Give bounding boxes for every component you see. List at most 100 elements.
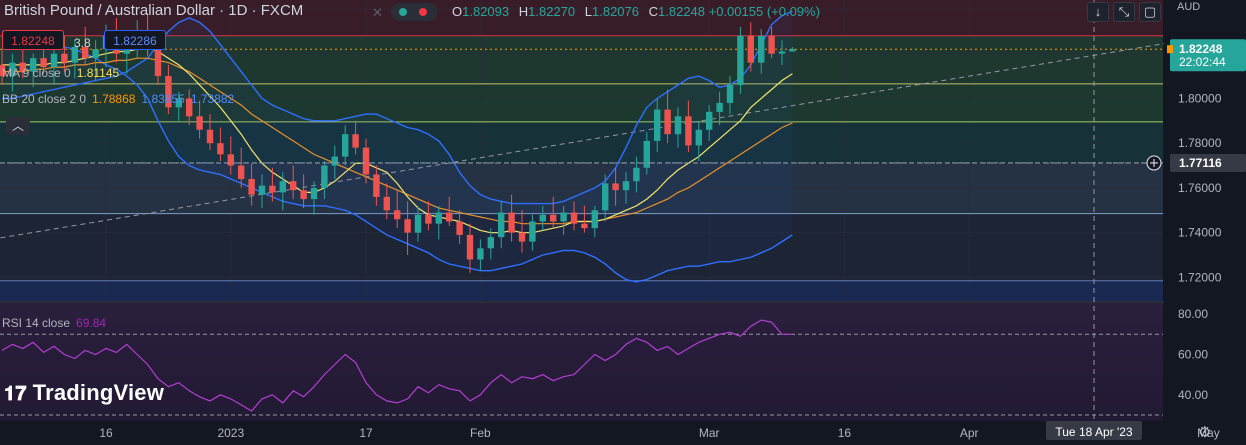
candle-55 [570, 201, 578, 231]
time-tick-label-6: 16 [838, 426, 852, 440]
candle-body [414, 214, 422, 233]
candle-body [0, 64, 6, 77]
candle-38 [394, 190, 401, 229]
candle-body [362, 147, 370, 175]
candle-34 [352, 120, 359, 155]
candle-body [612, 183, 619, 191]
alert-dot-icon [419, 8, 427, 16]
axis-background [1164, 0, 1246, 440]
candle-body [685, 116, 692, 146]
candle-body [404, 219, 411, 233]
candle-body [300, 190, 307, 200]
price-axis[interactable]: AUD 1.72000 1.74000 1.76000 1.78000 1.80000 1.… [1164, 0, 1246, 441]
candle-body [477, 248, 484, 260]
candle-body [154, 49, 162, 77]
rsi-tick-label-2: 80.00 [1178, 307, 1208, 321]
candle-57 [591, 205, 598, 238]
market-status-toggle[interactable] [391, 3, 437, 21]
candle-16 [165, 64, 172, 115]
candle-body [570, 212, 578, 224]
candle-body [258, 185, 266, 195]
collapse-button[interactable]: ⤡ [1113, 2, 1135, 22]
close-value: 1.82248 +0.00155 (+0.09%) [658, 4, 820, 19]
rsi-legend[interactable]: RSI 14 close 69.84 [2, 316, 106, 330]
chevron-up-icon[interactable]: ︿ [6, 117, 30, 135]
candle-body [508, 212, 515, 233]
time-tick-label-4: Feb [470, 426, 491, 440]
close-icon[interactable]: ✕ [372, 5, 383, 20]
candle-body [342, 134, 349, 157]
candle-body [9, 62, 16, 77]
candle-body [622, 181, 630, 191]
candle-body [446, 212, 453, 222]
maximize-button[interactable]: ▢ [1139, 2, 1161, 22]
candle-29 [300, 174, 307, 209]
crosshair [0, 0, 1163, 423]
bb-legend[interactable]: BB 20 close 2 0 1.78868 1.83855 1.73882 [2, 92, 234, 106]
candle-0 [0, 49, 6, 86]
ma-legend[interactable]: MA 9 close 0 1.81145 [2, 66, 119, 80]
price-tick-label-2: 1.76000 [1178, 181, 1222, 195]
candle-33 [342, 125, 349, 166]
candle-body [61, 53, 68, 63]
candle-43 [446, 196, 453, 226]
candle-body [789, 49, 796, 52]
candle-body [165, 76, 172, 108]
candle-74 [768, 26, 775, 59]
candle-69 [716, 91, 723, 126]
candle-body [206, 129, 214, 144]
candle-body [581, 223, 588, 229]
candle-body [19, 62, 26, 72]
candle-body [643, 140, 650, 168]
candle-65 [674, 107, 682, 148]
candle-56 [581, 205, 588, 233]
buy-button[interactable]: 1.82286 [104, 30, 166, 50]
tradingview-logo[interactable]: 𝟏𝟕 TradingView [4, 380, 164, 406]
candle-body [331, 156, 338, 166]
symbol-title[interactable]: British Pound / Australian Dollar · 1D ·… [4, 2, 304, 19]
rsi-label: RSI 14 close [2, 316, 71, 330]
candle-body [550, 214, 557, 222]
candle-37 [383, 183, 390, 220]
candle-44 [456, 210, 463, 244]
sell-button[interactable]: 1.82248 [2, 30, 64, 50]
candle-body [394, 210, 401, 220]
candle-body [487, 237, 494, 249]
candle-58 [602, 174, 609, 222]
time-tick-label-2: 2023 [217, 426, 244, 440]
crosshair-price-badge [1170, 153, 1246, 172]
time-axis-background [0, 421, 1164, 440]
candle-body [321, 165, 328, 188]
candle-36 [373, 165, 380, 206]
low-value: 1.82076 [592, 4, 639, 19]
last-price-badge [1170, 39, 1246, 72]
candle-2 [19, 46, 26, 79]
arrow-down-icon: ↓ [1094, 4, 1102, 19]
candle-28 [290, 165, 297, 200]
candle-body [758, 35, 765, 63]
candle-body [383, 196, 390, 211]
candle-body [591, 210, 598, 229]
candle-body [518, 232, 526, 242]
candle-body [498, 212, 505, 238]
candle-19 [196, 100, 203, 139]
candle-5 [50, 49, 58, 86]
candle-body [71, 46, 78, 63]
candle-1 [9, 53, 16, 92]
candle-48 [498, 201, 505, 249]
candle-body [716, 102, 723, 112]
time-tick-label-1: 16 [99, 426, 113, 440]
candle-body [706, 111, 713, 130]
candle-75 [778, 40, 786, 65]
bb-upper-line [2, 10, 793, 205]
candle-body [279, 181, 286, 193]
time-axis[interactable]: c16202317FebMar16AprMay16JunTue 18 Apr '… [0, 421, 1246, 440]
candle-body [186, 98, 193, 117]
candle-70 [726, 76, 734, 115]
candle-60 [622, 172, 630, 204]
candle-body [352, 134, 359, 148]
candle-body [238, 165, 245, 179]
last-price-label: 1.82248 [1179, 42, 1223, 56]
scroll-down-button[interactable]: ↓ [1087, 2, 1109, 22]
